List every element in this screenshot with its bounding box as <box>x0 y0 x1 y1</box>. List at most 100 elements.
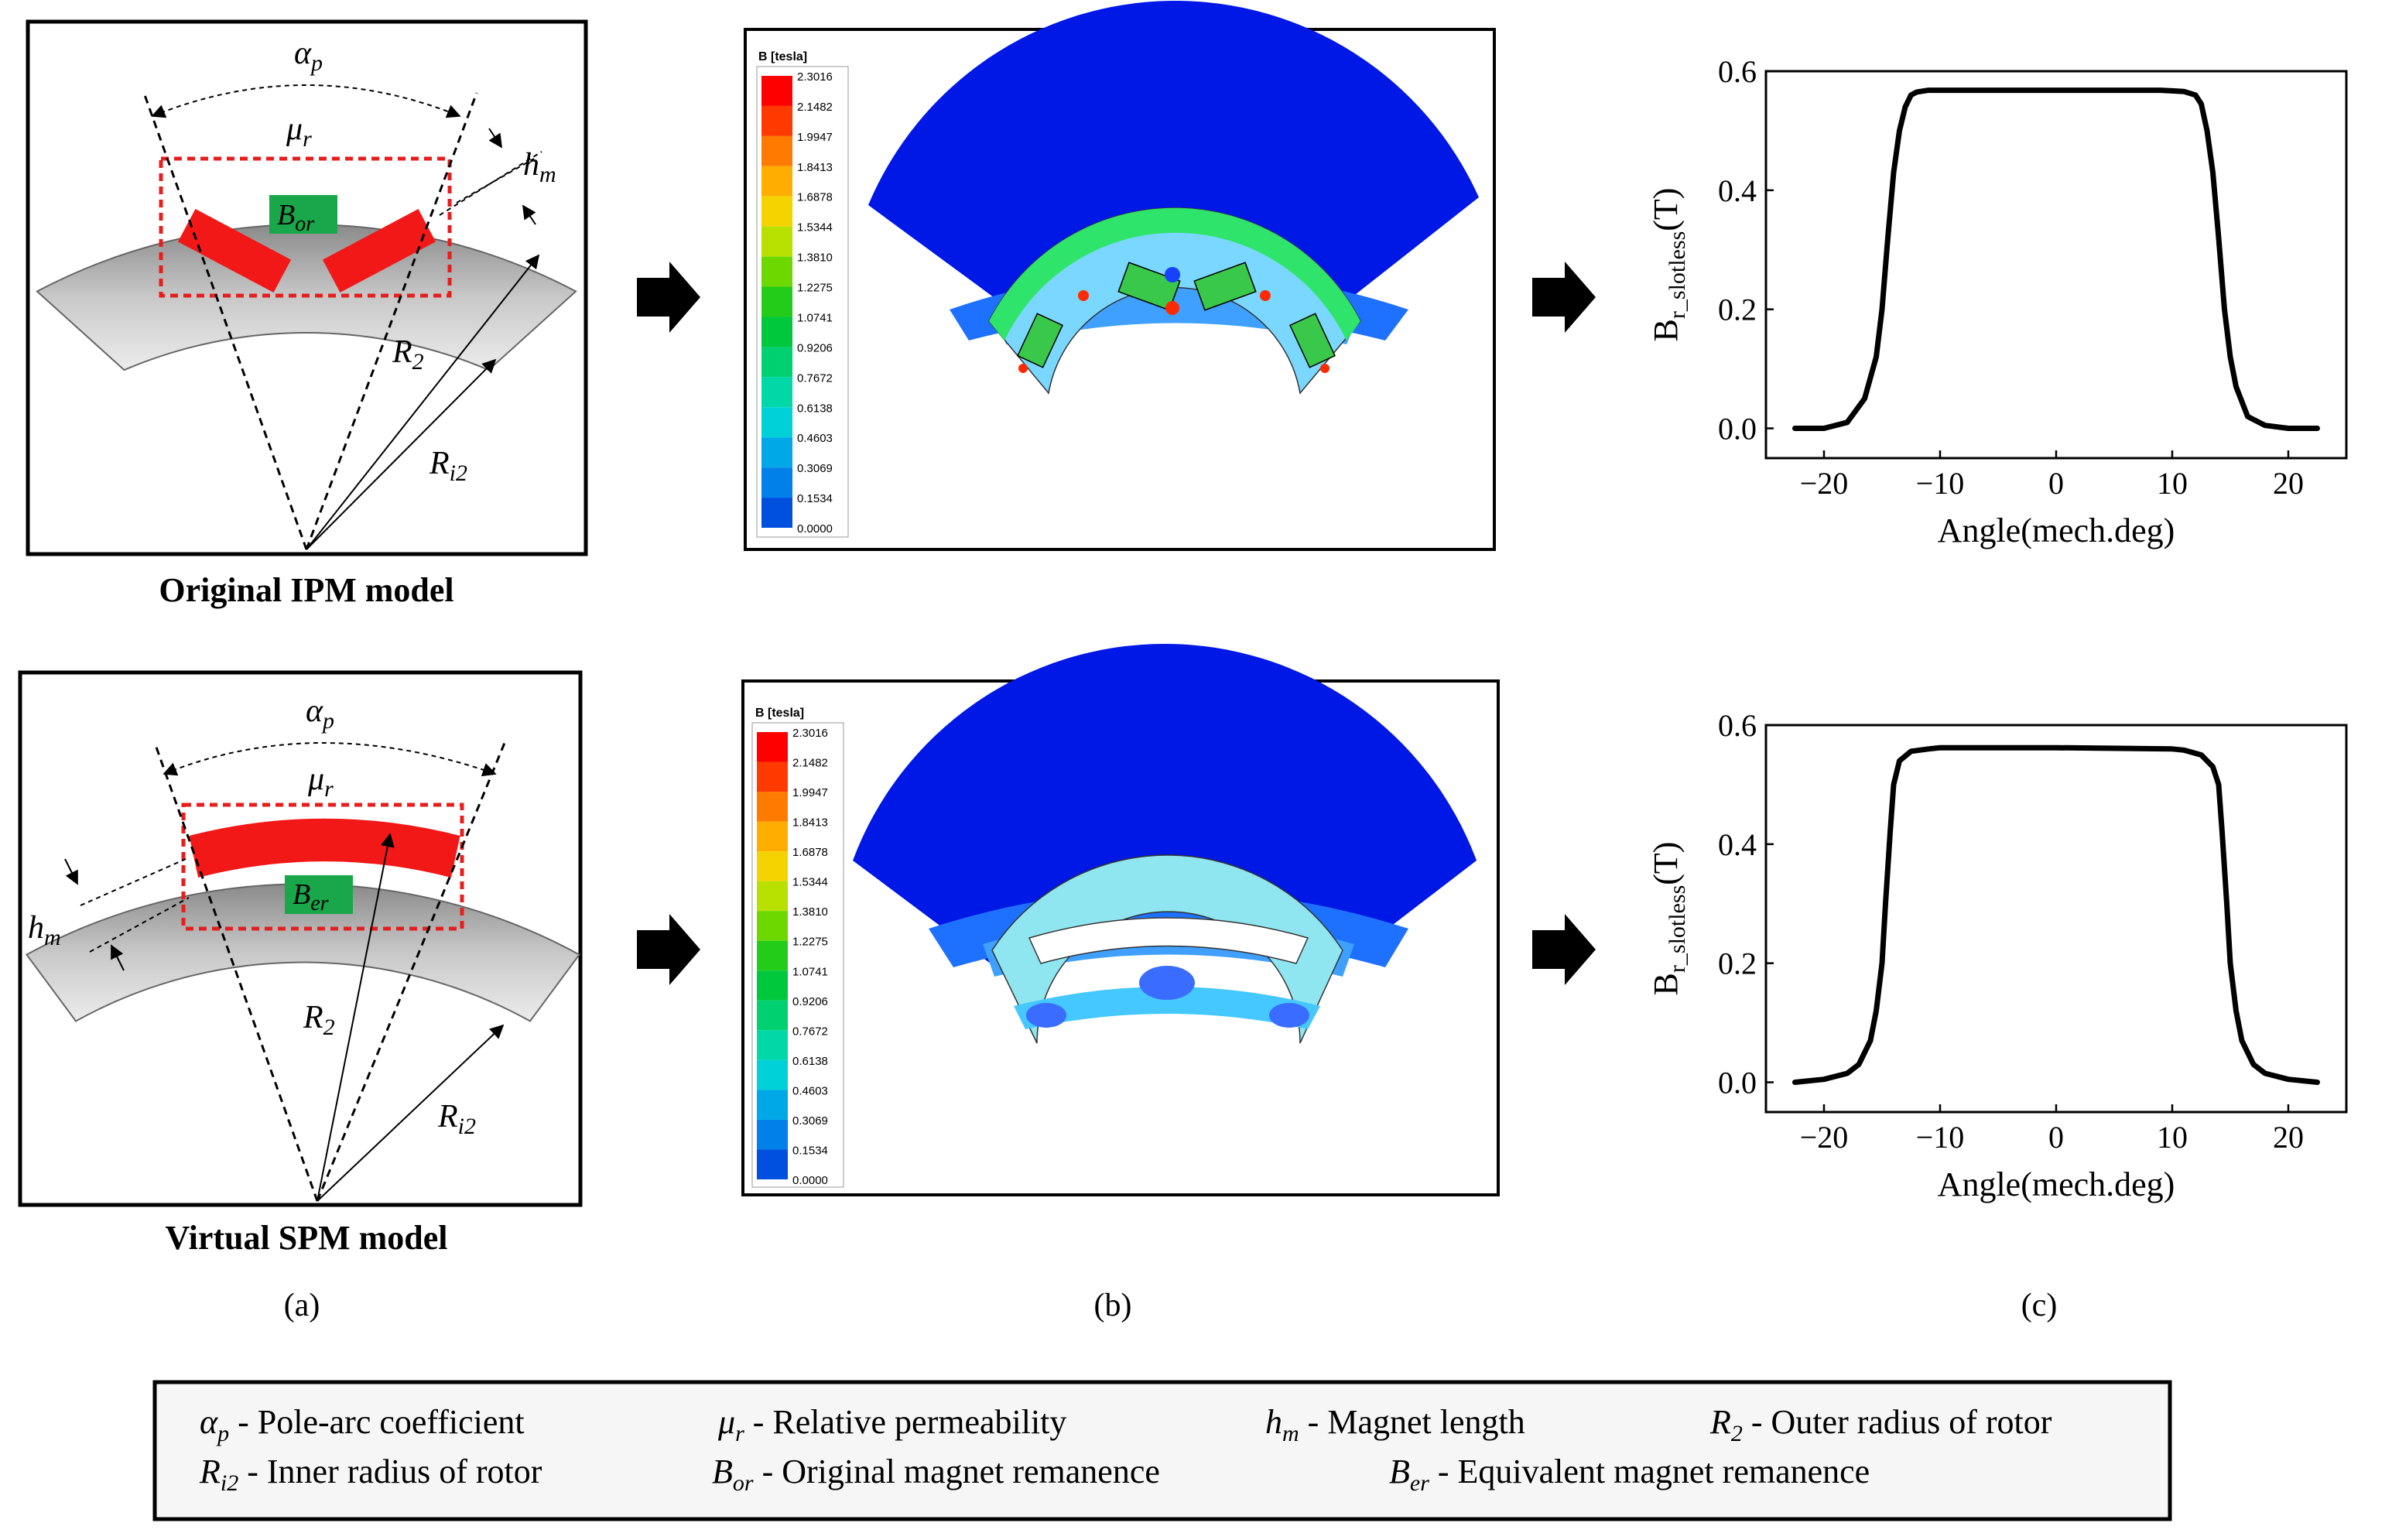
legend-value: 0.9206 <box>797 341 833 354</box>
spm-ber-label: Ber <box>293 878 329 915</box>
ipm-model-title: Original IPM model <box>159 571 453 609</box>
legend-swatch <box>761 347 792 378</box>
airgap-flux-chart-ipm: −20 −10 0 10 20 0.0 0.2 0.4 0.6 Angle(mech.deg) Br… <box>1647 54 2348 549</box>
ipm-model-diagram: Bor αp μr R2 Ri2 hm <box>26 19 588 556</box>
legend-swatch <box>761 407 792 438</box>
legend-value: 0.7672 <box>792 1025 828 1038</box>
arrow-a-to-b-top <box>637 262 700 333</box>
spm-ri2-label: Ri2 <box>437 1099 476 1139</box>
legend-swatch <box>757 1149 788 1179</box>
legend-swatch <box>757 1000 788 1031</box>
legend-value: 1.8413 <box>797 161 833 174</box>
fea-stator-yoke <box>868 0 1479 341</box>
ipm-ri2-label: Ri2 <box>429 446 467 486</box>
legend-swatch <box>757 851 788 881</box>
legend-value: 0.4603 <box>792 1084 828 1097</box>
x-tick-label: 0 <box>2048 466 2064 501</box>
legend-value: 1.9947 <box>792 786 828 799</box>
legend-swatch <box>761 196 792 227</box>
ipm-hm-label: hm <box>523 147 556 187</box>
spm-pole-arc-dim <box>163 742 497 777</box>
legend-value: 2.1482 <box>797 101 833 114</box>
spm-model-diagram: Ber αp μr R2 Ri2 hm <box>18 670 583 1207</box>
legend-swatch <box>757 911 788 941</box>
fea-plot-ipm: B [tesla] 2.3016 2.1482 1.9947 1.8413 1.6878… <box>744 0 1496 551</box>
legend-swatch <box>761 76 792 106</box>
legend-value: 1.9947 <box>797 131 833 144</box>
series-line-spm <box>1792 744 2320 1085</box>
legend-swatch <box>761 317 792 347</box>
x-axis-label: Angle(mech.deg) <box>1938 1165 2175 1203</box>
legend-value: 0.0000 <box>792 1174 828 1187</box>
legend-swatch <box>757 1059 788 1090</box>
legend-value: 2.3016 <box>792 727 828 740</box>
fea-plot-spm: B [tesla] 2.3016 2.1482 1.9947 1.8413 1.6878… <box>741 643 1500 1196</box>
legend-value: 0.3069 <box>797 462 833 475</box>
y-tick-label: 0.2 <box>1718 293 1757 327</box>
legend-swatch <box>757 970 788 1001</box>
legend-value: 1.5344 <box>797 221 833 234</box>
legend-swatch <box>757 940 788 971</box>
legend-swatch <box>761 377 792 408</box>
fea-legend-spm: B [tesla] 2.3016 2.1482 1.9947 1.8413 1.6878… <box>751 707 844 1188</box>
ipm-r2-label: R2 <box>392 334 424 375</box>
caption-c: (c) <box>2021 1288 2058 1323</box>
ipm-remanence-block <box>269 195 337 234</box>
legend-value: 0.6138 <box>792 1055 828 1068</box>
fea-legend-ipm: B [tesla] 2.3016 2.1482 1.9947 1.8413 1.6878… <box>756 50 849 538</box>
airgap-flux-chart-spm: −20 −10 0 10 20 0.0 0.2 0.4 0.6 Angle(mech.deg) Br… <box>1647 708 2348 1203</box>
ipm-magnet-left <box>177 208 292 293</box>
legend-value: 0.1534 <box>792 1144 828 1157</box>
legend-swatch <box>761 256 792 287</box>
y-tick-label: 0.0 <box>1718 1066 1757 1100</box>
x-tick-label: −20 <box>1800 466 1849 501</box>
legend-swatch <box>757 1119 788 1150</box>
arrow-a-to-b-bottom <box>637 914 700 985</box>
legend-swatch <box>761 498 792 528</box>
y-tick-label: 0.0 <box>1718 412 1757 447</box>
legend-swatch <box>757 732 788 762</box>
legend-swatch <box>761 166 792 197</box>
legend-swatch <box>757 1030 788 1060</box>
series-line-ipm <box>1792 87 2320 431</box>
legend-row-2: Ri2 - Inner radius of rotor Bor - Origin… <box>199 1453 1870 1496</box>
arrow-b-to-c-bottom <box>1532 914 1596 985</box>
legend-value: 1.5344 <box>792 876 828 889</box>
legend-value: 2.1482 <box>792 757 828 770</box>
fea-legend-title-2: B [tesla] <box>755 707 804 720</box>
legend-value: 1.0741 <box>797 311 833 324</box>
x-tick-label: 10 <box>2157 466 2188 501</box>
y-tick-label: 0.6 <box>1718 708 1757 743</box>
legend-swatch <box>757 1090 788 1120</box>
y-axis-label: Br_slotless(T) <box>1647 188 1690 342</box>
spm-r2-label: R2 <box>303 1000 335 1040</box>
legend-value: 1.0741 <box>792 965 828 978</box>
legend-swatch <box>757 881 788 912</box>
chart-frame-top <box>1764 70 2348 460</box>
legend-value: 1.8413 <box>792 816 828 830</box>
y-tick-label: 0.2 <box>1718 946 1757 981</box>
legend-value: 0.6138 <box>797 402 833 415</box>
chart-frame-bottom <box>1764 724 2348 1114</box>
y-tick-label: 0.4 <box>1718 827 1757 862</box>
ipm-alpha-label: αp <box>294 36 323 76</box>
x-tick-label: 10 <box>2157 1120 2188 1155</box>
symbol-legend-box: αp - Pole-arc coefficient μr - Relative … <box>152 1380 2172 1521</box>
spm-alpha-label: αp <box>306 693 334 734</box>
legend-value: 1.3810 <box>792 905 828 919</box>
legend-swatch <box>761 286 792 317</box>
legend-value: 0.0000 <box>797 522 833 536</box>
ipm-mu-label: μr <box>286 111 312 152</box>
x-tick-label: −10 <box>1916 466 1965 501</box>
arrow-b-to-c-top <box>1532 262 1596 333</box>
legend-value: 1.6878 <box>792 846 828 859</box>
x-axis-label: Angle(mech.deg) <box>1938 512 2175 549</box>
x-tick-label: −10 <box>1916 1120 1965 1155</box>
legend-value: 1.2275 <box>797 282 833 295</box>
fea-legend-title: B [tesla] <box>758 50 807 63</box>
legend-swatch <box>761 467 792 498</box>
legend-value: 0.1534 <box>797 492 833 505</box>
legend-swatch <box>761 226 792 257</box>
legend-value: 2.3016 <box>797 70 833 84</box>
